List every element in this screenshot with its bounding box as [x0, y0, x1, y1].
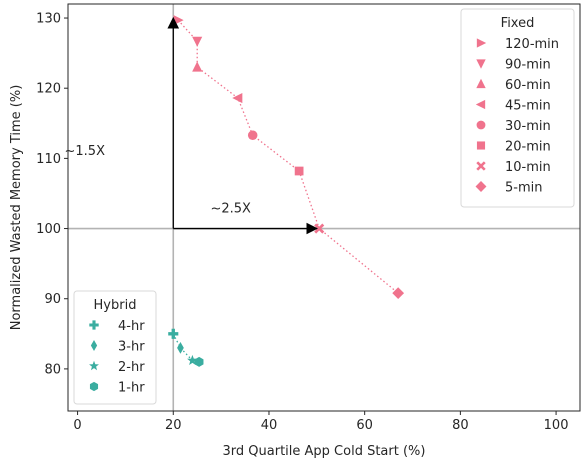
y-tick-label-110: 110: [36, 152, 61, 167]
x-tick-label-60: 60: [356, 418, 373, 433]
legend-marker-45-min: [475, 99, 486, 110]
point-hybrid-4-hr: [168, 328, 179, 339]
point-fixed-90-min: [192, 36, 203, 47]
legend-label-4-hr: 4-hr: [118, 319, 145, 334]
x-tick-label-0: 0: [73, 418, 81, 433]
legend-marker-5-min: [475, 181, 487, 192]
legend-fixed: Fixed 120-min 90-min 60-min 45-min 30-min 20-m…: [460, 8, 575, 208]
series-hybrid: [168, 328, 204, 367]
point-fixed-30-min: [247, 130, 258, 140]
point-fixed-5-min: [392, 287, 405, 299]
point-hybrid-2-hr: [187, 354, 198, 366]
legend-marker-20-min: [476, 141, 486, 150]
y-tick-label-130: 130: [36, 12, 61, 27]
y-tick-label-120: 120: [36, 82, 61, 97]
legend-marker-4-hr: [89, 320, 99, 330]
legend-fixed-frame: [460, 8, 575, 208]
legend-hybrid-frame: [73, 290, 157, 405]
legend-label-45-min: 45-min: [505, 99, 551, 114]
y-tick-label-100: 100: [36, 222, 61, 237]
series-fixed: [173, 15, 405, 299]
legend-marker-1-hr: [89, 381, 99, 392]
legend-marker-60-min: [476, 78, 486, 89]
x-tick-label-80: 80: [452, 418, 469, 433]
point-fixed-45-min: [232, 92, 243, 104]
y-axis-label: Normalized Wasted Memory Time (%): [9, 85, 24, 331]
series-fixed-line: [177, 19, 399, 294]
point-fixed-60-min: [192, 61, 203, 72]
point-fixed-20-min: [294, 166, 304, 176]
legend-marker-90-min: [476, 59, 486, 69]
legend-fixed-title: Fixed: [501, 16, 535, 31]
legend-label-120-min: 120-min: [505, 37, 559, 52]
plot-frame: [67, 3, 581, 412]
annotations: ~1.5X ~2.5X: [65, 16, 318, 235]
point-fixed-120-min: [173, 15, 184, 26]
legend-marker-120-min: [476, 38, 487, 48]
y-tick-label-80: 80: [44, 362, 61, 377]
point-hybrid-3-hr: [177, 341, 184, 354]
annotation-vertical-label: ~1.5X: [65, 144, 106, 159]
legend-label-1-hr: 1-hr: [118, 381, 145, 396]
x-tick-label-20: 20: [165, 418, 182, 433]
x-tick-label-40: 40: [261, 418, 278, 433]
legend-label-20-min: 20-min: [505, 140, 551, 155]
legend-label-3-hr: 3-hr: [118, 340, 145, 355]
legend-marker-30-min: [476, 120, 486, 130]
point-hybrid-1-hr: [194, 356, 204, 367]
axes: 0 20 40 60 80 100 80 90 100 110 120 130: [36, 3, 581, 433]
annotation-horizontal-label: ~2.5X: [210, 201, 251, 216]
legend-hybrid-title: Hybrid: [94, 298, 137, 313]
legend-label-30-min: 30-min: [505, 119, 551, 134]
legend-marker-10-min: [476, 161, 486, 171]
legend-label-10-min: 10-min: [505, 160, 551, 175]
legend-label-60-min: 60-min: [505, 78, 551, 93]
legend-hybrid: Hybrid 4-hr 3-hr 2-hr 1-hr: [73, 290, 157, 405]
legend-label-2-hr: 2-hr: [118, 360, 145, 375]
legend-marker-2-hr: [89, 360, 99, 371]
x-tick-label-100: 100: [544, 418, 569, 433]
legend-marker-3-hr: [90, 340, 98, 351]
x-axis-label: 3rd Quartile App Cold Start (%): [223, 444, 426, 459]
legend-label-90-min: 90-min: [505, 58, 551, 73]
y-tick-label-90: 90: [44, 292, 61, 307]
legend-label-5-min: 5-min: [505, 181, 542, 196]
